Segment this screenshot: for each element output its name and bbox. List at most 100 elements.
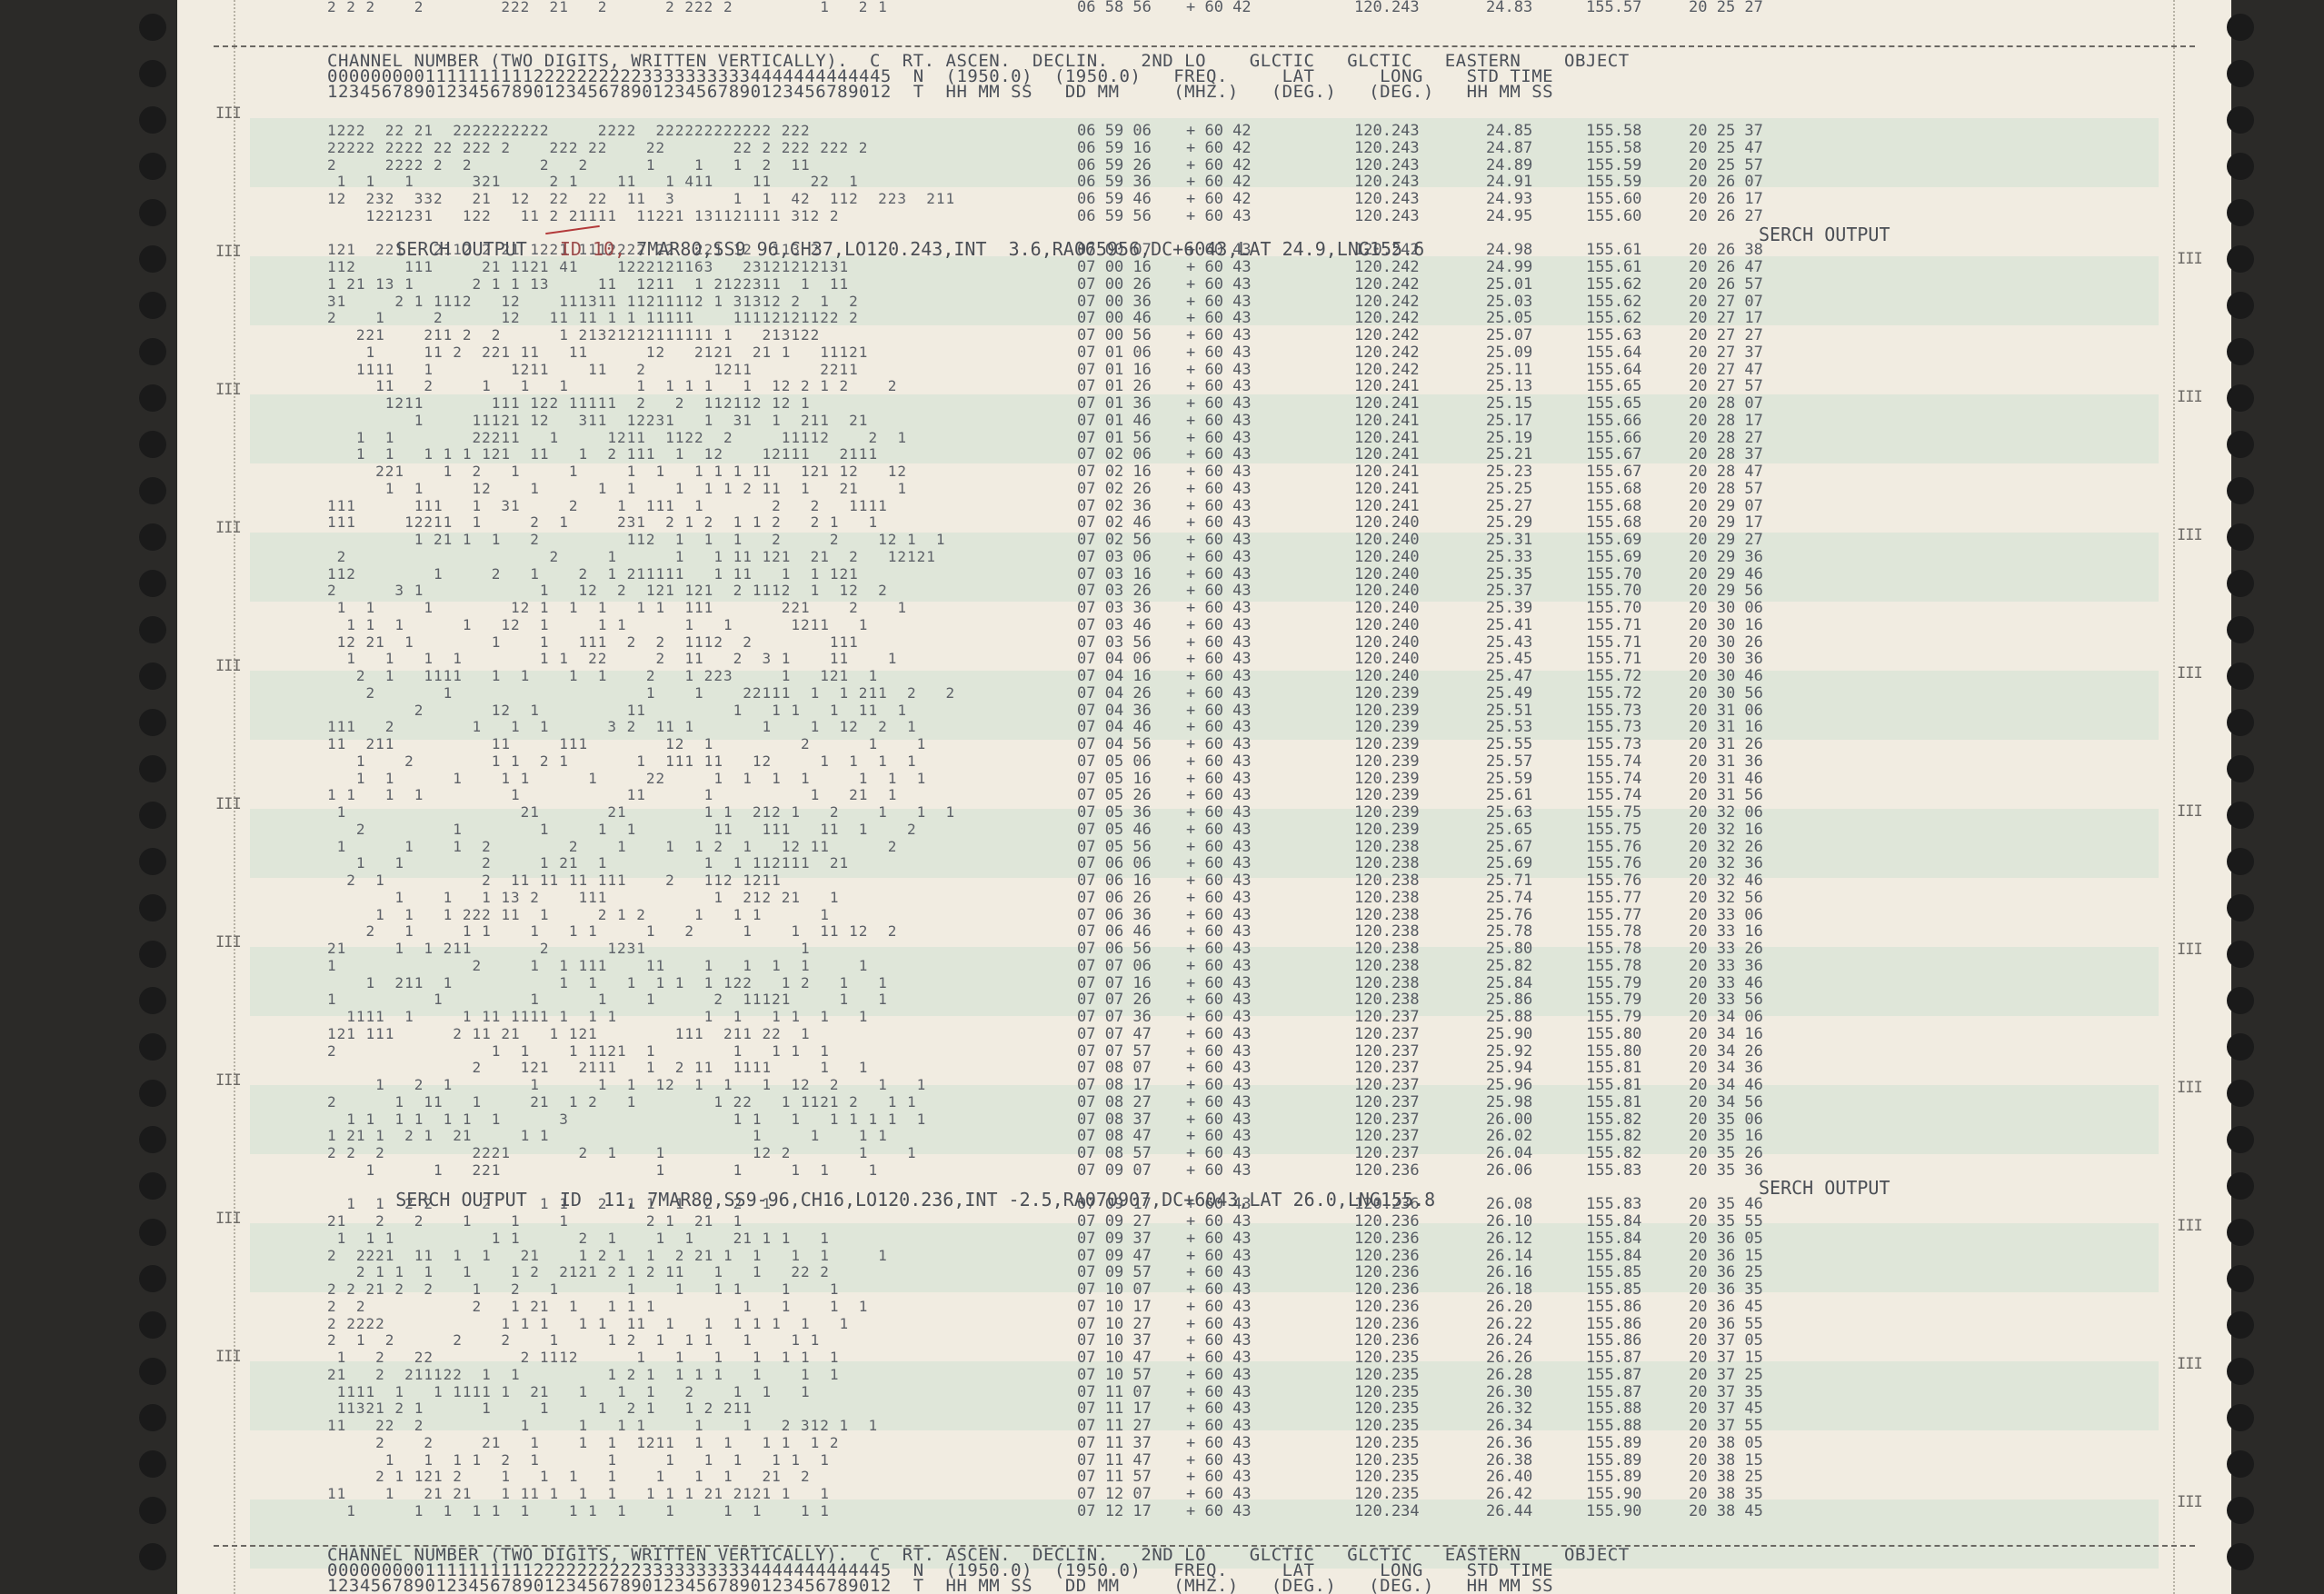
row-lat: 25.27 (1486, 496, 1533, 515)
row-lat: 25.09 (1486, 343, 1533, 362)
row-long: 155.75 (1586, 803, 1642, 822)
row-dec: + 60 43 (1186, 1161, 1252, 1180)
row-ra: 07 02 26 (1077, 479, 1152, 498)
row-ra: 07 04 36 (1077, 701, 1152, 720)
row-freq: 120.236 (1354, 1212, 1420, 1230)
row-ra: 07 10 07 (1077, 1280, 1152, 1299)
column-header-line-1: CHANNEL NUMBER (TWO DIGITS, WRITTEN VERT… (327, 51, 1630, 71)
row-time: 20 38 15 (1689, 1450, 1763, 1469)
row-pattern: 221 211 2 2 1 21321212111111 1 213122 (327, 326, 821, 344)
row-ra: 07 03 16 (1077, 564, 1152, 583)
row-time: 20 33 06 (1689, 905, 1763, 924)
row-time: 20 28 47 (1689, 463, 1763, 481)
row-long: 155.79 (1586, 973, 1642, 992)
right-perforation-line (2173, 0, 2175, 1594)
row-freq: 120.235 (1354, 1485, 1420, 1503)
row-time: 20 30 16 (1689, 615, 1763, 634)
row-pattern: 1 21 1 1 2 112 1 1 1 2 2 12 1 1 (327, 531, 946, 548)
row-freq: 120.241 (1354, 394, 1420, 413)
row-long: 155.58 (1586, 122, 1642, 140)
row-pattern: 1211 111 122 11111 2 2 112112 12 1 (327, 394, 811, 412)
right-feed-hole (2227, 616, 2254, 643)
left-feed-hole (139, 1358, 166, 1385)
row-pattern: 111 12211 1 2 1 231 2 1 2 1 1 2 2 1 1 (327, 513, 879, 532)
row-dec: + 60 43 (1186, 683, 1252, 702)
row-pattern: 1221231 122 11 2 21111 11221 131121111 3… (327, 206, 840, 224)
right-feed-hole (2227, 848, 2254, 875)
row-dec: + 60 43 (1186, 547, 1252, 566)
row-lat: 26.32 (1486, 1400, 1533, 1419)
row-freq: 120.243 (1354, 206, 1420, 225)
row-long: 155.80 (1586, 1041, 1642, 1061)
left-feed-hole (139, 709, 166, 736)
row-dec: + 60 43 (1186, 1382, 1252, 1401)
row-time: 20 25 47 (1689, 138, 1763, 157)
row-time: 20 38 45 (1689, 1501, 1763, 1520)
row-dec: + 60 43 (1186, 615, 1252, 634)
row-long: 155.78 (1586, 922, 1642, 941)
row-ra: 07 11 37 (1077, 1433, 1152, 1452)
row-freq: 120.236 (1354, 1246, 1420, 1265)
row-dec: + 60 43 (1186, 769, 1252, 788)
row-freq: 120.242 (1354, 309, 1420, 328)
row-lat: 26.20 (1486, 1297, 1533, 1316)
row-dec: + 60 43 (1186, 463, 1252, 481)
row-pattern: 2 1 2 12 11 11 1 1 11111 11112121122 2 (327, 309, 859, 327)
row-ra: 07 11 17 (1077, 1400, 1152, 1419)
right-feed-hole (2227, 1543, 2254, 1570)
row-ra: 07 10 57 (1077, 1365, 1152, 1384)
row-long: 155.62 (1586, 309, 1642, 328)
row-pattern: 2 121 2111 1 2 11 1111 1 1 (327, 1059, 869, 1077)
row-freq: 120.234 (1354, 1501, 1420, 1520)
row-time: 20 30 56 (1689, 683, 1763, 702)
top-partial-pattern: 2 2 2 2 222 21 2 2 222 2 1 2 1 (327, 0, 888, 15)
row-long: 155.61 (1586, 258, 1642, 276)
row-dec: + 60 43 (1186, 531, 1252, 549)
row-long: 155.66 (1586, 411, 1642, 430)
row-freq: 120.242 (1354, 258, 1420, 276)
row-ra: 07 07 16 (1077, 973, 1152, 992)
row-freq: 120.240 (1354, 513, 1420, 533)
row-ra: 06 59 06 (1077, 122, 1152, 140)
row-long: 155.78 (1586, 940, 1642, 958)
row-lat: 25.43 (1486, 633, 1533, 652)
row-ra: 07 03 56 (1077, 633, 1152, 652)
row-ra: 07 09 57 (1077, 1263, 1152, 1282)
row-long: 155.67 (1586, 445, 1642, 464)
row-pattern: 1 1 1 13 2 111 1 212 21 1 (327, 888, 840, 906)
search-output-1-text: 7MAR80,SS9 96,CH37,LO120.243,INT 3.6,RA0… (636, 238, 1425, 260)
right-feed-hole (2227, 199, 2254, 226)
row-lat: 24.98 (1486, 241, 1533, 260)
row-lat: 25.41 (1486, 615, 1533, 634)
row-pattern: 11321 2 1 1 1 1 2 1 1 2 211 (327, 1400, 753, 1418)
left-feed-hole (139, 384, 166, 412)
row-time: 20 27 47 (1689, 360, 1763, 379)
gutter-mark: III (2177, 1493, 2203, 1511)
row-long: 155.90 (1586, 1485, 1642, 1503)
gutter-mark: III (215, 519, 242, 537)
row-freq: 120.236 (1354, 1229, 1420, 1248)
row-ra: 07 12 17 (1077, 1501, 1152, 1520)
row-long: 155.81 (1586, 1076, 1642, 1094)
row-dec: + 60 43 (1186, 1041, 1252, 1061)
row-long: 155.74 (1586, 769, 1642, 788)
row-ra: 07 05 16 (1077, 769, 1152, 788)
row-pattern: 111 2 1 1 1 3 2 11 1 1 1 12 2 1 (327, 718, 917, 736)
gutter-mark: III (215, 1210, 242, 1228)
row-lat: 26.12 (1486, 1229, 1533, 1248)
greenbar-band (250, 947, 2159, 1016)
row-pattern: 2 1 1 1 1 11 111 11 1 2 (327, 820, 917, 838)
row-freq: 120.235 (1354, 1417, 1420, 1435)
row-ra: 07 08 07 (1077, 1059, 1152, 1078)
row-dec: + 60 43 (1186, 411, 1252, 430)
left-perforation-line (234, 0, 235, 1594)
row-freq: 120.238 (1354, 991, 1420, 1010)
row-long: 155.88 (1586, 1400, 1642, 1419)
row-long: 155.71 (1586, 633, 1642, 652)
row-dec: + 60 43 (1186, 360, 1252, 379)
row-long: 155.74 (1586, 786, 1642, 805)
row-freq: 120.235 (1354, 1349, 1420, 1367)
row-freq: 120.238 (1354, 837, 1420, 856)
row-pattern: 1 21 21 1 1 212 1 2 1 1 1 (327, 803, 956, 821)
right-feed-hole (2227, 1172, 2254, 1200)
